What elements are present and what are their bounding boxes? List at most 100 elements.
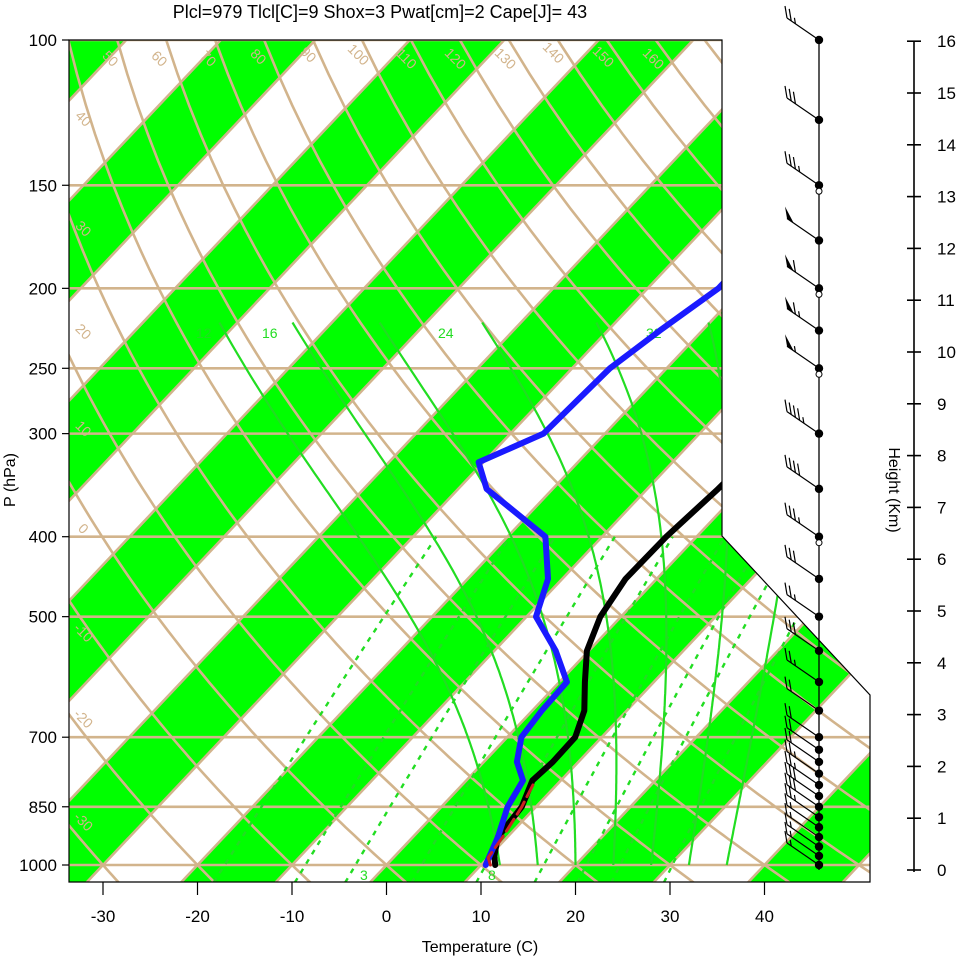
height-axis-title: Height (Km) (885, 447, 902, 532)
wind-barb (784, 772, 824, 811)
barb-full (797, 408, 801, 421)
p-tick-label: 850 (29, 798, 57, 817)
barb-half (793, 794, 797, 802)
isotherm-line (69, 40, 317, 882)
wind-barb (784, 647, 824, 687)
dry-adiabat-label: 60 (148, 47, 170, 69)
isotherm-line (69, 40, 695, 882)
barb-full (784, 793, 788, 806)
barb-staff (786, 466, 820, 490)
moist-adiabat-line (481, 321, 618, 866)
plot-frame (68, 39, 871, 883)
t-tick-label: -20 (185, 907, 210, 926)
barb-full (784, 616, 788, 629)
dry-adiabat-label: 20 (72, 320, 94, 342)
dry-adiabat-label: 0 (75, 520, 92, 537)
wind-barb (785, 206, 824, 245)
wind-barb (784, 399, 824, 438)
barb-staff (786, 594, 820, 618)
p-tick-label: 700 (29, 728, 57, 747)
dry-adiabat-label: 0 (726, 458, 743, 475)
plot-area: 50 60 70 80 90 100 110 120 130 140 150 160403020100… (69, 40, 870, 883)
x-axis-title: Temperature (C) (422, 939, 538, 956)
t-tick-label: -30 (91, 907, 116, 926)
barb-half (793, 751, 797, 758)
wind-open-marker (815, 370, 823, 378)
barb-full (784, 5, 788, 19)
barb-full (792, 260, 797, 273)
mixing-ratio-line (533, 536, 726, 882)
height-tick-label: 1 (937, 809, 946, 828)
p-tick-label: 1000 (19, 856, 57, 875)
barb-full (788, 753, 792, 767)
barb-full (788, 718, 792, 731)
wind-open-marker (815, 187, 823, 195)
height-tick-label: 5 (937, 602, 946, 621)
barb-staff (786, 814, 820, 838)
wind-barb (784, 830, 824, 870)
barb-full (792, 91, 797, 104)
barb-full (788, 547, 792, 560)
isotherm-line (747, 40, 870, 882)
barb-half (789, 811, 792, 819)
wind-barb (784, 821, 824, 861)
t-tick-label: -10 (280, 907, 305, 926)
height-tick-label: 7 (937, 498, 946, 517)
moist-adiabat-label: 3 (360, 867, 368, 883)
p-tick-label: 150 (29, 176, 57, 195)
dry-adiabat-label: -20 (71, 706, 97, 732)
barb-full (788, 619, 792, 632)
isotherm-line (652, 40, 870, 882)
t-tick-label: 0 (382, 907, 391, 926)
barb-staff (786, 411, 820, 435)
wind-barb (784, 676, 824, 715)
p-tick-label: 400 (29, 528, 57, 547)
dry-adiabat-label: 30 (843, 647, 865, 669)
barb-half (793, 659, 797, 666)
height-tick-label: 3 (937, 706, 946, 725)
height-tick-label: 13 (937, 188, 956, 207)
barb-half (789, 802, 792, 809)
chart-title: Plcl=979 Tlcl[C]=9 Shox=3 Pwat[cm]=2 Cap… (173, 2, 587, 22)
barb-full (788, 8, 792, 21)
moist-adiabat-line (218, 321, 501, 866)
barb-full (784, 783, 788, 796)
dry-adiabat-label: 10 (723, 343, 745, 365)
barb-full (792, 550, 797, 563)
barb-full (788, 764, 792, 778)
moist-adiabat-line (595, 322, 668, 866)
barb-full (788, 706, 792, 719)
wind-barb (784, 582, 824, 621)
barb-staff (786, 556, 820, 580)
barb-pennant (785, 206, 794, 224)
barb-staff (786, 751, 820, 775)
isotherm-line (69, 40, 600, 882)
barb-full (788, 88, 792, 101)
height-tick-label: 12 (937, 239, 956, 258)
barb-full (784, 727, 788, 741)
mixing-ratio-line (344, 536, 557, 882)
barb-full (792, 767, 797, 780)
temperature-profile (491, 64, 870, 868)
isotherm-band (69, 40, 870, 882)
temperature-axis: -30 -20 -10 0 10 20 30 40 (91, 882, 774, 926)
barb-staff (786, 794, 820, 818)
dry-adiabat-label: 30 (723, 123, 745, 145)
wind-barb (784, 793, 824, 832)
barb-staff (786, 659, 820, 683)
mixing-ratio-line (212, 536, 438, 882)
barb-pennant (785, 334, 794, 351)
isotherm-band (559, 40, 870, 882)
barb-full (784, 802, 788, 816)
barb-staff (786, 97, 820, 121)
barb-staff (786, 784, 820, 808)
wind-barb (785, 334, 824, 373)
isotherm-band (69, 40, 694, 882)
p-tick-label: 100 (29, 31, 57, 50)
dry-adiabat-label: 100 (345, 41, 373, 69)
barb-full (788, 679, 792, 692)
wind-barb (785, 296, 824, 335)
barb-full (788, 505, 792, 518)
isotherm-band (69, 40, 316, 882)
barb-full (788, 775, 792, 788)
